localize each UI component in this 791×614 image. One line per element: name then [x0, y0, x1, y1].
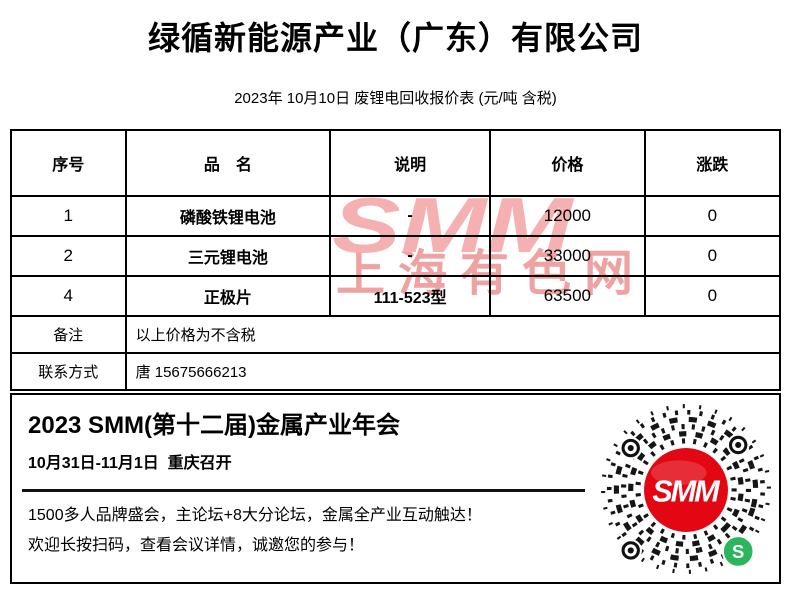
- price-table: 序号 品 名 说明 价格 涨跌 1 磷酸铁锂电池 - 12000 0 2 三元锂: [10, 129, 782, 391]
- cell-index: 2: [10, 235, 127, 277]
- cell-index: 1: [10, 195, 127, 237]
- cell-product: 三元锂电池: [124, 235, 332, 277]
- conference-invitation: 欢迎长按扫码，查看会议详情，诚邀您的参与！: [28, 537, 365, 554]
- conference-banner: 2023 SMM(第十二届)金属产业年会 10月31日-11月1日 重庆召开 1…: [10, 393, 781, 584]
- cell-product: 正极片: [124, 275, 332, 317]
- table-row: 2 三元锂电池 - 33000 0: [10, 235, 782, 277]
- table-header-row: 序号 品 名 说明 价格 涨跌: [10, 129, 782, 197]
- qr-finder-patterns: [619, 433, 750, 562]
- cell-change: 0: [643, 275, 782, 317]
- cell-change: 0: [643, 235, 782, 277]
- col-header-index: 序号: [10, 129, 127, 197]
- page-subtitle: 2023年 10月10日 废锂电回收报价表 (元/吨 含税): [234, 90, 557, 107]
- col-header-change: 涨跌: [643, 129, 782, 197]
- cell-spec: -: [329, 235, 492, 277]
- cell-price: 33000: [489, 235, 646, 277]
- cell-price: 63500: [489, 275, 646, 317]
- contact-value: 唐 15675666213: [124, 352, 782, 391]
- col-header-spec: 说明: [329, 129, 492, 197]
- contact-label: 联系方式: [10, 352, 127, 391]
- col-header-price: 价格: [489, 129, 646, 197]
- cell-index: 4: [10, 275, 127, 317]
- smm-logo-text: SMM: [652, 473, 721, 508]
- smm-logo: SMM: [640, 444, 732, 536]
- remark-row: 备注 以上价格为不含税: [10, 315, 782, 354]
- remark-label: 备注: [10, 315, 127, 354]
- cell-change: 0: [643, 195, 782, 237]
- cell-price: 12000: [489, 195, 646, 237]
- wechat-icon-glyph: S: [732, 541, 744, 562]
- col-header-product: 品 名: [124, 129, 332, 197]
- cell-product: 磷酸铁锂电池: [124, 195, 332, 237]
- table-row: 4 正极片 111-523型 63500 0: [10, 275, 782, 317]
- price-table-section: SMM 上海有色网 序号 品 名 说明 价格 涨跌 1 磷酸铁锂电池: [10, 129, 782, 391]
- divider-line: [22, 489, 585, 492]
- cell-spec: 111-523型: [329, 275, 492, 317]
- cell-spec: -: [329, 195, 492, 237]
- wechat-miniprogram-qr-code: SMM S: [601, 404, 771, 574]
- wechat-miniprogram-icon: S: [721, 535, 755, 568]
- page-title: 绿循新能源产业（广东）有限公司: [147, 20, 643, 56]
- table-row: 1 磷酸铁锂电池 - 12000 0: [10, 195, 782, 237]
- conference-title: 2023 SMM(第十二届)金属产业年会: [28, 412, 401, 439]
- remark-value: 以上价格为不含税: [124, 315, 782, 354]
- conference-date-location: 10月31日-11月1日 重庆召开: [28, 455, 232, 472]
- conference-description: 1500多人品牌盛会，主论坛+8大分论坛，金属全产业互动触达！: [28, 507, 482, 524]
- contact-row: 联系方式 唐 15675666213: [10, 352, 782, 391]
